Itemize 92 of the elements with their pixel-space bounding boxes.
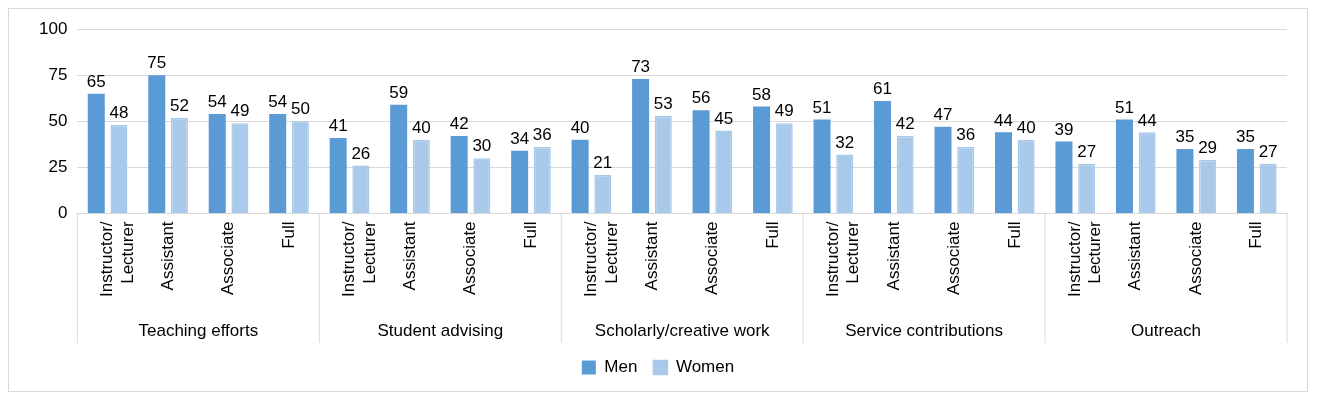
bar [1115,119,1133,213]
text: Outreach [1131,320,1202,340]
bar [269,113,287,213]
data-label: 47 [933,105,953,125]
data-label: 48 [109,103,129,123]
data-label: 44 [994,110,1013,130]
data-label: 49 [774,101,794,121]
data-label: 26 [351,143,371,163]
data-label: 35 [1175,127,1195,147]
data-label: 27 [1077,141,1097,161]
data-label: 27 [1258,141,1278,161]
x-tick-label: Full [1246,221,1266,249]
text: Scholarly/creative work [594,320,771,340]
x-tick-label: Instructor/ Lecturer [1065,221,1105,298]
data-label: 42 [895,114,915,134]
x-tick-label: Assistant [157,221,177,291]
y-tick-label: 25 [48,157,68,177]
x-tick-label: Associate [702,221,722,296]
x-tick-label: Associate [944,221,964,296]
x-tick-label: Instructor/ Lecturer [339,221,379,298]
data-label: 41 [328,116,348,136]
data-label: 51 [1114,97,1134,117]
data-label: 61 [873,79,892,99]
x-tick-label: Assistant [399,221,419,291]
data-label: 30 [472,136,492,156]
bar [1055,141,1073,213]
bar [994,132,1012,213]
bar [87,93,105,213]
y-tick-label: 0 [57,203,68,223]
data-label: 58 [752,84,772,104]
bar [450,136,468,213]
data-label: 36 [532,125,552,145]
data-label: 29 [1198,138,1218,158]
x-tick-label: Instructor/ Lecturer [581,221,621,298]
bar [571,139,589,213]
text: Teaching efforts [138,320,259,340]
legend-label: Women [675,357,735,377]
data-label: 59 [389,82,409,102]
data-label: 40 [1016,117,1036,137]
bar [874,101,892,213]
x-tick-label: Assistant [1125,221,1145,291]
data-label: 73 [631,57,651,77]
x-tick-label: Full [1004,221,1024,249]
bar [148,75,166,213]
bar [753,106,771,213]
bar [692,110,710,213]
data-label: 34 [510,128,530,148]
x-tick-label: Associate [460,221,480,296]
bar [1236,148,1254,213]
y-tick-label: 50 [48,111,68,130]
x-tick-label: Associate [1185,221,1205,296]
x-tick-label: Assistant [883,221,903,291]
data-label: 54 [207,92,227,112]
x-tick-label: Full [278,221,298,249]
y-tick-label: 75 [48,64,68,84]
data-label: 32 [835,132,855,152]
data-label: 53 [653,93,673,113]
text: Student advising [377,320,504,340]
data-label: 56 [691,88,711,108]
data-label: 40 [411,117,431,137]
data-label: 42 [449,114,469,134]
data-label: 51 [812,97,832,117]
x-tick-label: Associate [218,221,238,296]
bar [208,113,226,213]
bar [511,150,529,213]
bar [632,78,650,213]
data-label: 54 [268,92,288,112]
data-label: 40 [570,117,590,137]
text: Service contributions [845,320,1004,340]
data-label: 44 [1137,110,1157,130]
data-label: 21 [593,152,613,172]
data-label: 36 [956,125,976,145]
y-tick-label: 100 [38,18,68,38]
x-tick-label: Full [762,221,782,249]
bar [390,104,408,213]
x-tick-label: Instructor/ Lecturer [97,221,137,298]
data-label: 39 [1054,119,1074,139]
bar [813,119,831,213]
data-label: 50 [290,99,310,119]
legend-label: Men [604,357,638,377]
data-label: 75 [147,53,167,73]
data-label: 49 [230,101,250,121]
bar [934,126,952,213]
data-label: 35 [1235,127,1255,147]
x-tick-label: Full [520,221,540,249]
bar [329,137,347,213]
x-tick-label: Assistant [641,221,661,291]
x-tick-label: Instructor/ Lecturer [823,221,863,298]
data-label: 45 [714,108,734,128]
data-label: 52 [169,95,189,115]
bar [1176,148,1194,213]
data-label: 65 [86,71,106,91]
